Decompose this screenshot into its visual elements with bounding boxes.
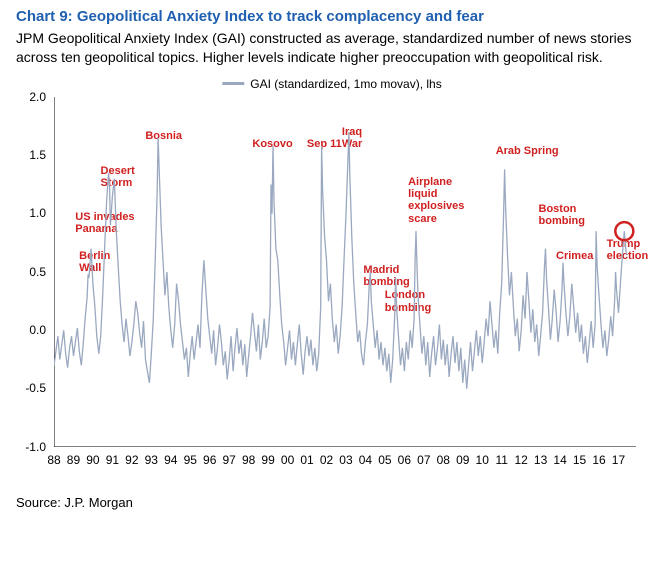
legend: GAI (standardized, 1mo movav), lhs bbox=[222, 77, 441, 91]
x-tick-label: 00 bbox=[281, 453, 294, 467]
x-tick-label: 99 bbox=[261, 453, 274, 467]
x-tick-label: 08 bbox=[437, 453, 450, 467]
x-tick-label: 06 bbox=[398, 453, 411, 467]
x-tick-label: 09 bbox=[456, 453, 469, 467]
x-tick-label: 96 bbox=[203, 453, 216, 467]
chart-subtitle: JPM Geopolitical Anxiety Index (GAI) con… bbox=[16, 29, 648, 67]
x-tick-label: 13 bbox=[534, 453, 547, 467]
legend-label: GAI (standardized, 1mo movav), lhs bbox=[250, 77, 441, 91]
x-tick-label: 15 bbox=[573, 453, 586, 467]
y-tick-label: 1.0 bbox=[18, 206, 46, 220]
x-tick-label: 95 bbox=[184, 453, 197, 467]
y-tick-label: -1.0 bbox=[18, 440, 46, 454]
x-tick-label: 04 bbox=[359, 453, 372, 467]
x-tick-label: 93 bbox=[145, 453, 158, 467]
y-tick-label: 0.5 bbox=[18, 265, 46, 279]
x-tick-label: 17 bbox=[612, 453, 625, 467]
x-tick-label: 11 bbox=[495, 453, 507, 467]
x-tick-label: 91 bbox=[106, 453, 119, 467]
chart-title: Chart 9: Geopolitical Anxiety Index to t… bbox=[16, 8, 648, 25]
x-tick-label: 92 bbox=[125, 453, 138, 467]
legend-swatch bbox=[222, 82, 244, 85]
x-tick-label: 90 bbox=[86, 453, 99, 467]
source-label: Source: J.P. Morgan bbox=[16, 495, 648, 510]
x-tick-label: 02 bbox=[320, 453, 333, 467]
chart-area: GAI (standardized, 1mo movav), lhs 2.0 1.… bbox=[16, 75, 648, 485]
x-tick-label: 14 bbox=[553, 453, 566, 467]
y-tick-label: 1.5 bbox=[18, 148, 46, 162]
plot-svg bbox=[54, 97, 636, 447]
x-tick-label: 88 bbox=[47, 453, 60, 467]
x-tick-label: 94 bbox=[164, 453, 177, 467]
x-tick-label: 01 bbox=[300, 453, 313, 467]
x-tick-label: 89 bbox=[67, 453, 80, 467]
x-tick-label: 98 bbox=[242, 453, 255, 467]
y-tick-label: 2.0 bbox=[18, 90, 46, 104]
x-tick-label: 16 bbox=[592, 453, 605, 467]
x-tick-label: 05 bbox=[378, 453, 391, 467]
x-tick-label: 07 bbox=[417, 453, 430, 467]
x-tick-label: 12 bbox=[514, 453, 527, 467]
x-tick-label: 97 bbox=[222, 453, 235, 467]
x-tick-label: 10 bbox=[476, 453, 489, 467]
y-tick-label: 0.0 bbox=[18, 323, 46, 337]
series-line bbox=[54, 132, 626, 389]
x-tick-label: 03 bbox=[339, 453, 352, 467]
y-tick-label: -0.5 bbox=[18, 381, 46, 395]
